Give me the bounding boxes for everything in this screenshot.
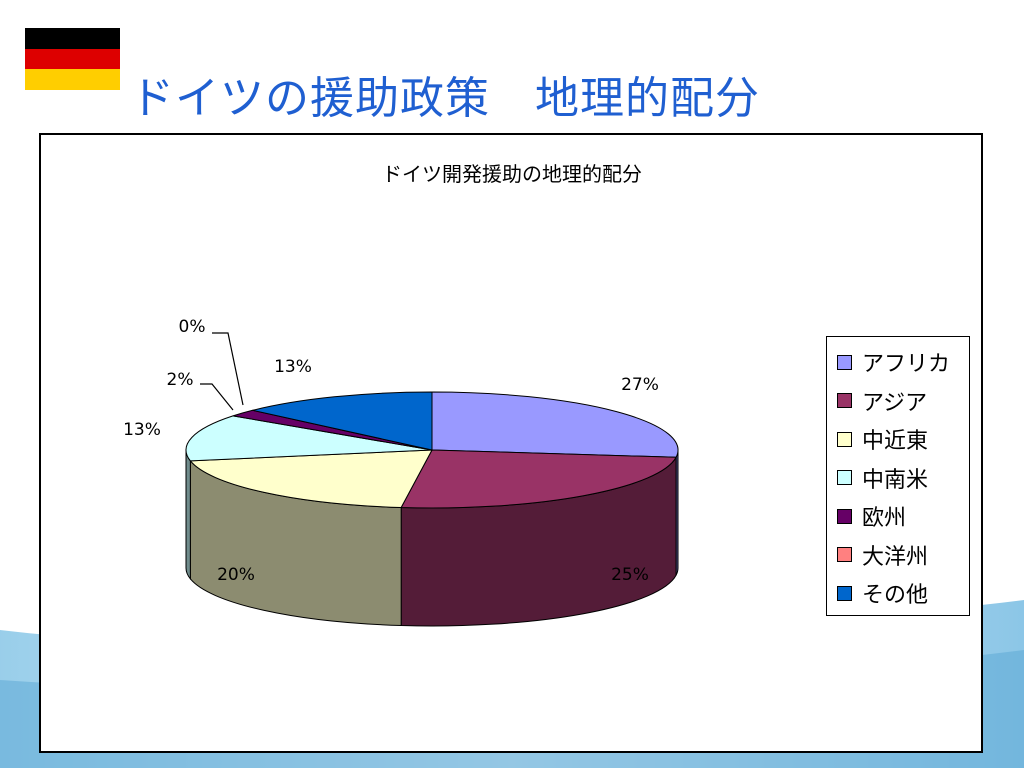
legend-swatch <box>837 547 852 563</box>
pie-slice-0 <box>431 391 679 458</box>
legend-item: その他 <box>837 574 969 613</box>
legend-swatch <box>837 585 852 601</box>
pie-label-1: 25% <box>611 565 649 585</box>
legend-swatch <box>837 470 852 486</box>
pie-sides <box>185 449 679 627</box>
legend-item: 中近東 <box>837 420 969 459</box>
legend-item: アフリカ <box>837 343 969 382</box>
legend-item: アジア <box>837 382 969 421</box>
legend-label: 欧州 <box>862 506 907 532</box>
legend-swatch <box>837 393 852 409</box>
pie-label-3: 13% <box>123 420 161 440</box>
flag-stripe-gold <box>25 69 120 91</box>
flag-stripe-red <box>25 48 120 70</box>
legend-label: アジア <box>862 390 928 416</box>
german-flag <box>25 28 120 91</box>
pie-label-4: 2% <box>167 370 194 390</box>
legend-swatch <box>837 354 852 370</box>
chart-title: ドイツ開発援助の地理的配分 <box>382 162 642 186</box>
flag-stripe-black <box>25 28 120 49</box>
legend-label: その他 <box>862 583 929 609</box>
pie-leader-4 <box>200 383 234 411</box>
pie-label-6: 13% <box>274 357 312 377</box>
legend-item: 大洋州 <box>837 536 969 575</box>
legend-swatch <box>837 508 852 524</box>
pie-label-5: 0% <box>179 317 206 337</box>
pie-leader-5 <box>212 332 244 406</box>
legend-label: アフリカ <box>862 352 951 378</box>
legend-label: 中近東 <box>862 429 929 455</box>
pie-slice-1 <box>400 449 677 509</box>
pie-slice-3 <box>185 415 433 462</box>
slide-title: ドイツの援助政策 地理的配分 <box>130 73 760 124</box>
chart-legend: アフリカアジア中近東中南米欧州大洋州その他 <box>826 336 970 616</box>
legend-swatch <box>837 431 852 447</box>
pie-slice-2 <box>189 449 433 509</box>
pie-slice-6 <box>252 391 433 451</box>
legend-label: 中南米 <box>862 467 929 493</box>
legend-item: 中南米 <box>837 459 969 498</box>
legend-item: 欧州 <box>837 497 969 536</box>
pie-label-2: 20% <box>217 565 255 585</box>
pie-side-3 <box>185 449 191 581</box>
legend-label: 大洋州 <box>862 544 929 570</box>
pie-label-0: 27% <box>621 375 659 395</box>
